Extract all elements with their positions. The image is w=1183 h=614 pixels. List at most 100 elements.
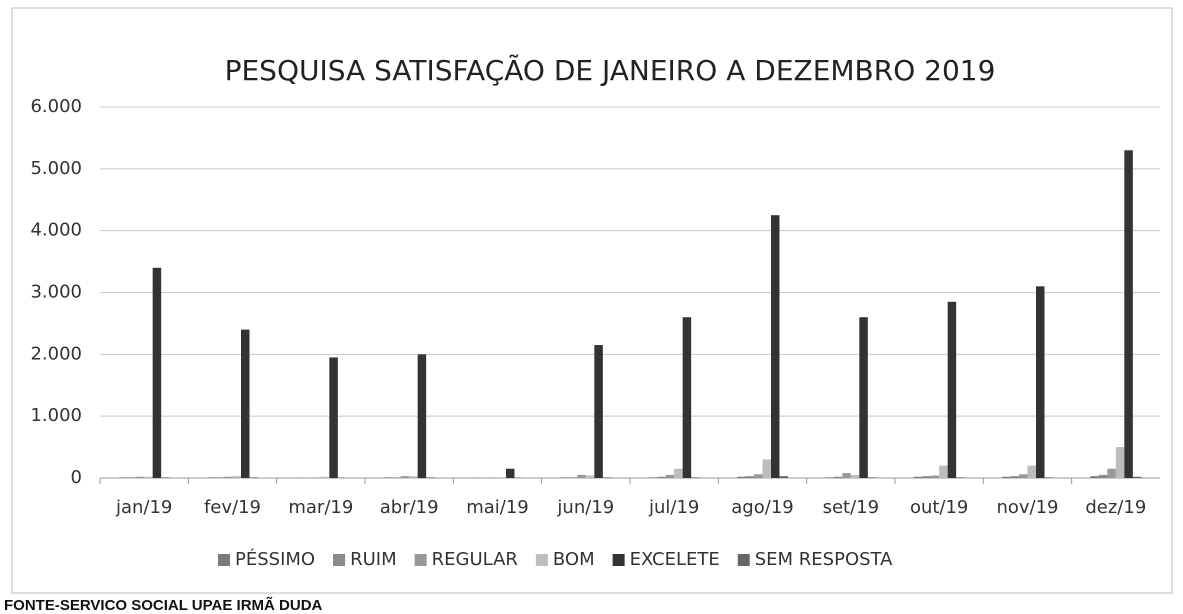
bar (754, 474, 763, 478)
bar (506, 468, 515, 478)
bar (674, 468, 683, 478)
legend-swatch (612, 554, 625, 566)
x-tick-label: mai/19 (466, 497, 529, 518)
bar (144, 476, 153, 478)
bar (1124, 150, 1133, 479)
bar (737, 476, 746, 478)
bar (665, 474, 675, 478)
bar (127, 477, 136, 478)
bar (249, 477, 258, 478)
x-tick-label: mar/19 (288, 497, 353, 518)
bar (939, 465, 948, 478)
bar (833, 476, 843, 478)
bar (648, 477, 658, 478)
bar (1027, 465, 1036, 478)
y-tick-label: 0 (71, 467, 82, 488)
bar (1010, 476, 1019, 478)
y-tick-label: 4.000 (30, 220, 82, 241)
bar (207, 477, 216, 478)
legend-label: BOM (553, 549, 595, 570)
bar (771, 215, 780, 479)
bar (409, 476, 418, 478)
x-tick-label: fev/19 (204, 497, 261, 518)
bar (497, 477, 506, 478)
bar (842, 473, 851, 478)
x-tick-label: nov/19 (996, 497, 1058, 518)
x-tick-label: ago/19 (731, 497, 793, 518)
x-tick-label: dez/19 (1085, 497, 1146, 518)
y-tick-label: 1.000 (30, 405, 82, 426)
bar (560, 477, 569, 478)
bar (1132, 476, 1142, 478)
bar (329, 357, 338, 478)
y-tick-label: 5.000 (30, 158, 82, 179)
bar (1090, 476, 1099, 478)
legend-label: SEM RESPOSTA (755, 549, 893, 570)
chart-frame (11, 7, 1173, 594)
bar (1019, 474, 1028, 478)
bar (682, 317, 692, 478)
y-tick-label: 2.000 (30, 343, 82, 364)
legend-swatch (414, 554, 427, 566)
bar (224, 476, 233, 478)
legend-swatch (737, 554, 750, 566)
bar (1115, 447, 1125, 478)
bar (867, 477, 877, 478)
x-tick-label: set/19 (823, 497, 879, 518)
legend-label: PÉSSIMO (235, 548, 315, 570)
bar (568, 477, 578, 478)
bar (745, 476, 754, 478)
legend-label: EXCELETE (630, 549, 720, 570)
bar (426, 477, 435, 478)
bar (241, 329, 250, 478)
x-tick-label: jan/19 (115, 497, 172, 518)
bar (585, 475, 595, 478)
bar (320, 476, 330, 478)
bar (657, 476, 666, 478)
bar (779, 476, 788, 478)
bar (602, 477, 612, 478)
bar (383, 477, 393, 478)
y-tick-label: 6.000 (30, 96, 82, 117)
bar (161, 477, 170, 478)
bar (1107, 468, 1116, 478)
x-tick-label: jun/19 (556, 497, 614, 518)
bar (312, 477, 321, 478)
bar (400, 476, 410, 478)
legend-label: RUIM (350, 549, 397, 570)
y-tick-label: 3.000 (30, 282, 82, 303)
bar (232, 476, 241, 478)
legend-label: REGULAR (432, 549, 518, 570)
bar (1044, 477, 1053, 478)
x-tick-label: jul/19 (648, 497, 699, 518)
bar (825, 477, 834, 478)
bar (1098, 474, 1108, 478)
bar (859, 317, 868, 478)
bar (691, 477, 700, 478)
bar (762, 459, 771, 478)
bar (489, 477, 498, 478)
bar (1002, 476, 1011, 478)
bar (947, 301, 957, 478)
bar (417, 354, 427, 478)
bar (152, 267, 162, 478)
bar (930, 475, 940, 478)
chart-title: PESQUISA SATISFAÇÃO DE JANEIRO A DEZEMBR… (225, 54, 996, 87)
bar (850, 474, 860, 478)
bar (392, 477, 401, 478)
legend-swatch (535, 554, 548, 566)
x-tick-label: abr/19 (380, 497, 439, 518)
legend-swatch (218, 554, 230, 566)
bar (577, 474, 586, 478)
bar (118, 477, 128, 478)
source-note: FONTE-SERVICO SOCIAL UPAE IRMÃ DUDA (4, 596, 323, 614)
bar (922, 476, 931, 478)
bar (135, 476, 145, 478)
bar (956, 477, 965, 478)
bar (594, 345, 603, 478)
bar (215, 477, 224, 478)
x-tick-label: out/19 (910, 497, 968, 518)
bar (1036, 286, 1045, 478)
bar (913, 476, 923, 478)
